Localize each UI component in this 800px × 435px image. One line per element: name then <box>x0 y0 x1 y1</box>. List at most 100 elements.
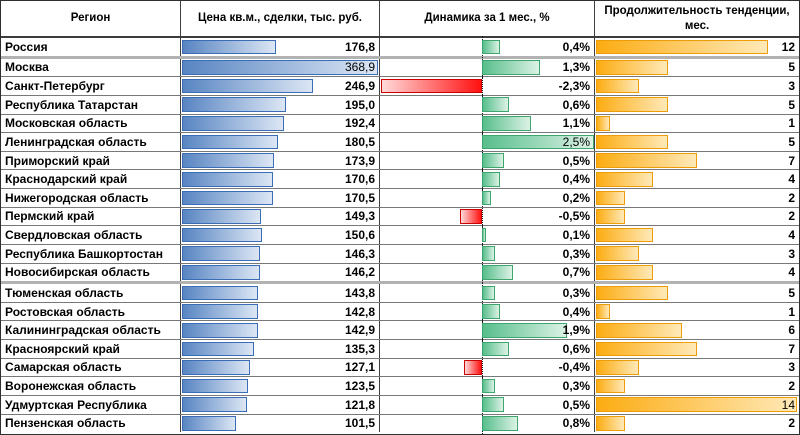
price-bar <box>182 360 250 375</box>
duration-value: 1 <box>788 304 795 319</box>
dynamics-value: 2,5% <box>562 134 590 149</box>
column-header-duration: Продолжительность тенденции, мес. <box>604 5 790 32</box>
duration-value: 4 <box>788 172 795 187</box>
price-cell: 195,0 <box>181 95 380 114</box>
price-value: 127,1 <box>344 360 375 375</box>
region-label: Краснодарский край <box>5 172 128 187</box>
price-value: 246,9 <box>344 79 375 94</box>
dynamics-bar-positive <box>482 39 500 55</box>
dynamics-value: 0,3% <box>562 379 590 394</box>
table-header: Регион Цена кв.м., сделки, тыс. руб. Дин… <box>1 1 799 38</box>
price-value: 170,5 <box>344 190 375 205</box>
region-label: Приморский край <box>5 153 110 168</box>
column-header-dynamics: Динамика за 1 мес., % <box>380 1 595 36</box>
price-value: 150,6 <box>344 228 375 243</box>
region-label: Калининградская область <box>5 323 161 338</box>
duration-value: 4 <box>788 228 795 243</box>
region-label: Республика Башкортостан <box>5 246 163 261</box>
price-bar <box>182 153 274 168</box>
dynamics-cell: 1,3% <box>380 56 595 78</box>
duration-value: 5 <box>788 60 795 75</box>
duration-bar <box>596 322 682 338</box>
table-row: Республика Татарстан 195,0 0,6% 5 <box>1 93 799 116</box>
price-cell: 135,3 <box>181 340 380 358</box>
dynamics-cell: 0,7% <box>380 261 595 283</box>
price-value: 142,8 <box>344 304 375 319</box>
duration-cell: 1 <box>595 115 799 133</box>
duration-value: 2 <box>788 379 795 394</box>
dynamics-cell: 0,1% <box>380 224 595 246</box>
duration-value: 2 <box>788 416 795 431</box>
dynamics-bar-negative <box>464 360 482 375</box>
dynamics-value: 0,5% <box>562 397 590 412</box>
dynamics-value: 0,4% <box>562 172 590 187</box>
price-bar <box>182 227 262 243</box>
region-cell: Пензенская область <box>1 414 181 433</box>
region-label: Москва <box>5 60 49 75</box>
dynamics-cell: 0,4% <box>380 300 595 322</box>
region-label: Красноярский край <box>5 341 120 356</box>
region-label: Пензенская область <box>5 416 126 431</box>
dynamics-value: 0,5% <box>562 153 590 168</box>
dynamics-bar-positive <box>482 227 486 243</box>
region-cell: Ленинградская область <box>1 133 181 151</box>
duration-value: 1 <box>788 116 795 131</box>
price-cell: 368,9 <box>181 58 380 77</box>
dynamics-bar-positive <box>482 265 513 280</box>
duration-bar <box>596 209 625 224</box>
duration-bar <box>596 416 625 431</box>
duration-cell: 2 <box>595 377 799 395</box>
duration-bar <box>596 153 697 168</box>
region-label: Тюменская область <box>5 285 124 300</box>
duration-cell: 7 <box>595 152 799 170</box>
dynamics-cell: -2,3% <box>380 75 595 97</box>
dynamics-value: -0,4% <box>558 360 590 375</box>
price-bar <box>182 341 254 357</box>
dynamics-bar-positive <box>482 378 495 394</box>
dynamics-value: 0,1% <box>562 228 590 243</box>
region-label: Свердловская область <box>5 228 143 243</box>
dynamics-bar-positive <box>482 397 504 412</box>
duration-value: 6 <box>788 323 795 338</box>
duration-cell: 12 <box>595 38 799 56</box>
region-cell: Россия <box>1 38 181 56</box>
dynamics-cell: 0,4% <box>380 36 595 58</box>
dynamics-cell: -0,5% <box>380 205 595 227</box>
dynamics-cell: 0,3% <box>380 242 595 265</box>
dynamics-cell: 1,9% <box>380 319 595 341</box>
region-label: Республика Татарстан <box>5 97 139 112</box>
price-bar <box>182 285 258 301</box>
duration-cell: 6 <box>595 321 799 339</box>
duration-cell: 4 <box>595 170 799 188</box>
price-cell: 123,5 <box>181 377 380 395</box>
dynamics-value: 1,1% <box>562 116 590 131</box>
dynamics-bar-positive <box>482 246 495 261</box>
price-bar <box>182 190 273 206</box>
duration-cell: 2 <box>595 189 799 207</box>
duration-value: 7 <box>788 341 795 356</box>
region-cell: Москва <box>1 58 181 77</box>
region-label: Пермский край <box>5 209 95 224</box>
dynamics-bar-positive <box>482 322 567 338</box>
dynamics-bar-positive <box>482 134 594 150</box>
table-row: Новосибирская область 146,2 0,7% 4 <box>1 261 799 283</box>
dynamics-value: 0,3% <box>562 285 590 300</box>
duration-cell: 4 <box>595 226 799 244</box>
duration-bar <box>596 360 639 375</box>
duration-value: 3 <box>788 79 795 94</box>
region-cell: Новосибирская область <box>1 263 181 282</box>
table-row: Нижегородская область 170,5 0,2% 2 <box>1 187 799 209</box>
dynamics-bar-positive <box>482 190 491 206</box>
price-bar <box>182 265 260 280</box>
dynamics-value: 0,4% <box>562 39 590 54</box>
duration-value: 5 <box>788 97 795 112</box>
price-cell: 246,9 <box>181 77 380 95</box>
price-bar <box>182 78 313 94</box>
price-value: 121,8 <box>344 397 375 412</box>
dynamics-value: 0,3% <box>562 246 590 261</box>
price-cell: 180,5 <box>181 133 380 151</box>
dynamics-value: 1,3% <box>562 60 590 75</box>
price-cell: 170,5 <box>181 189 380 207</box>
duration-bar <box>596 285 668 301</box>
